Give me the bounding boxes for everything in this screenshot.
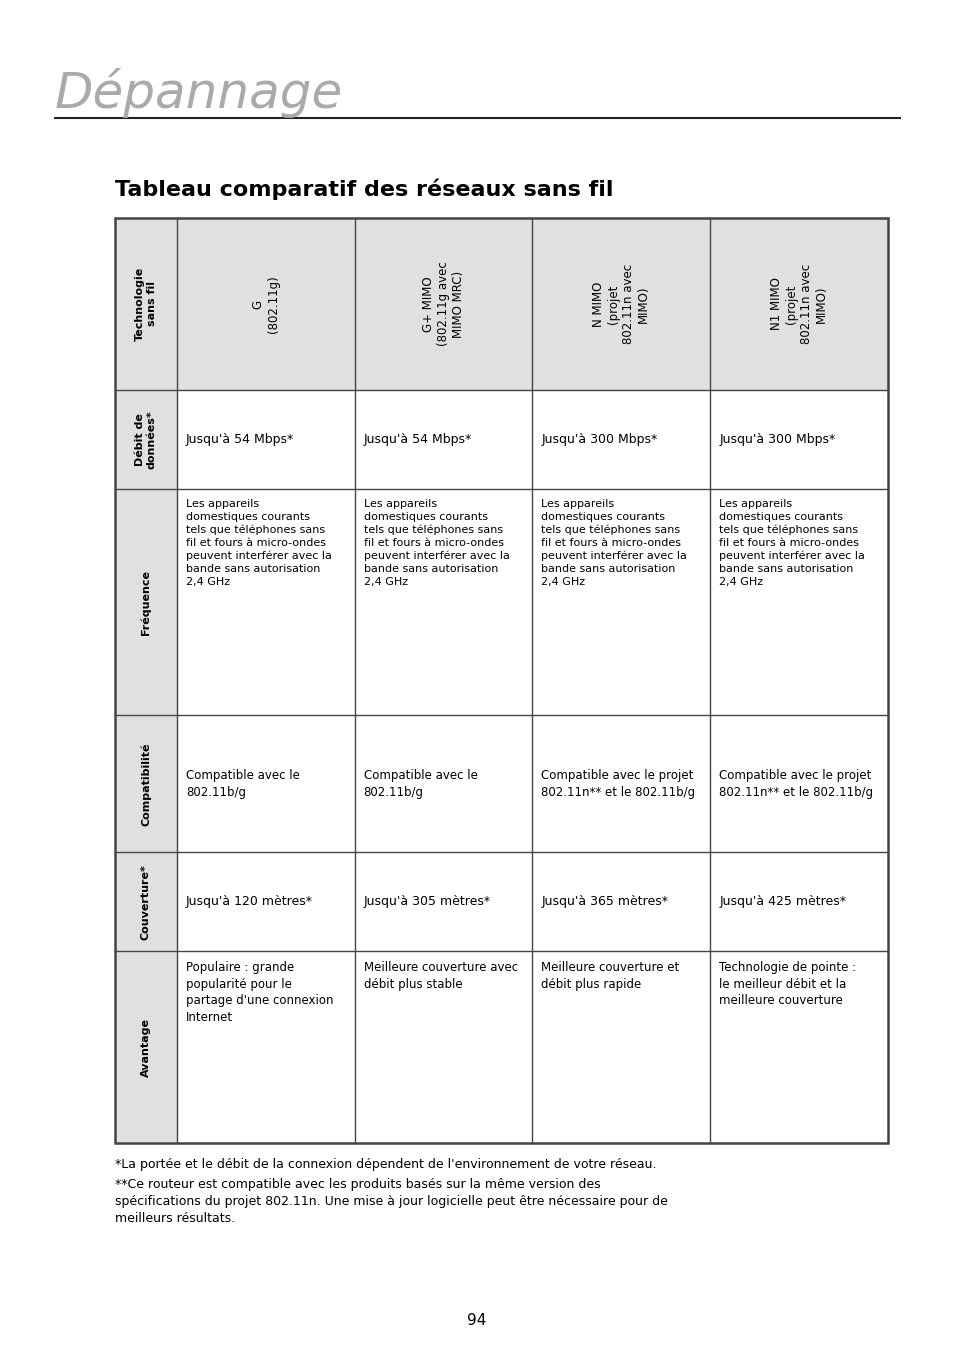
Text: Jusqu'à 425 mètres*: Jusqu'à 425 mètres*	[719, 895, 845, 908]
Text: Technologie
sans fil: Technologie sans fil	[135, 267, 156, 341]
Bar	[355, 716, 532, 852]
Bar	[115, 218, 887, 1144]
Text: **Ce routeur est compatible avec les produits basés sur la même version des
spéc: **Ce routeur est compatible avec les pro…	[115, 1178, 667, 1225]
Text: Les appareils
domestiques courants
tels que téléphones sans
fil et fours à micro: Les appareils domestiques courants tels …	[363, 499, 509, 587]
Bar	[355, 489, 532, 716]
Text: Couverture*: Couverture*	[141, 864, 151, 940]
Text: Compatibilité: Compatibilité	[141, 743, 152, 826]
Text: Les appareils
domestiques courants
tels que téléphones sans
fil et fours à micro: Les appareils domestiques courants tels …	[719, 499, 864, 587]
Bar	[177, 951, 355, 1144]
Bar	[532, 951, 709, 1144]
Text: G
(802.11g): G (802.11g)	[252, 275, 279, 333]
Text: *La portée et le débit de la connexion dépendent de l'environnement de votre rés: *La portée et le débit de la connexion d…	[115, 1159, 656, 1171]
Bar	[355, 390, 532, 489]
Text: 94: 94	[467, 1313, 486, 1328]
Text: Meilleure couverture et
débit plus rapide: Meilleure couverture et débit plus rapid…	[541, 961, 679, 991]
Text: Les appareils
domestiques courants
tels que téléphones sans
fil et fours à micro: Les appareils domestiques courants tels …	[186, 499, 332, 587]
Text: Technologie de pointe :
le meilleur débit et la
meilleure couverture: Technologie de pointe : le meilleur débi…	[719, 961, 856, 1007]
Text: Compatible avec le
802.11b/g: Compatible avec le 802.11b/g	[186, 769, 299, 799]
Text: Populaire : grande
popularité pour le
partage d'une connexion
Internet: Populaire : grande popularité pour le pa…	[186, 961, 334, 1024]
Bar	[532, 390, 709, 489]
Text: Dépannage: Dépannage	[55, 68, 343, 119]
Text: Avantage: Avantage	[141, 1018, 151, 1077]
Bar	[355, 852, 532, 951]
Text: N MIMO
(projet
802.11n avec
MIMO): N MIMO (projet 802.11n avec MIMO)	[592, 264, 650, 343]
Text: Tableau comparatif des réseaux sans fil: Tableau comparatif des réseaux sans fil	[115, 179, 613, 199]
Text: Compatible avec le projet
802.11n** et le 802.11b/g: Compatible avec le projet 802.11n** et l…	[719, 769, 872, 799]
Bar	[532, 489, 709, 716]
Text: N1 MIMO
(projet
802.11n avec
MIMO): N1 MIMO (projet 802.11n avec MIMO)	[769, 264, 827, 343]
Bar	[177, 489, 355, 716]
Bar	[355, 951, 532, 1144]
Text: G+ MIMO
(802.11g avec
MIMO MRC): G+ MIMO (802.11g avec MIMO MRC)	[421, 262, 465, 346]
Text: Compatible avec le
802.11b/g: Compatible avec le 802.11b/g	[363, 769, 477, 799]
Text: Jusqu'à 365 mètres*: Jusqu'à 365 mètres*	[541, 895, 668, 908]
Bar	[532, 852, 709, 951]
Bar	[709, 852, 887, 951]
Text: Jusqu'à 305 mètres*: Jusqu'à 305 mètres*	[363, 895, 491, 908]
Text: Jusqu'à 54 Mbps*: Jusqu'à 54 Mbps*	[363, 433, 472, 446]
Bar	[177, 716, 355, 852]
Text: Jusqu'à 300 Mbps*: Jusqu'à 300 Mbps*	[719, 433, 835, 446]
Text: Fréquence: Fréquence	[141, 570, 152, 635]
Bar	[177, 390, 355, 489]
Bar	[709, 716, 887, 852]
Bar	[709, 390, 887, 489]
Text: Les appareils
domestiques courants
tels que téléphones sans
fil et fours à micro: Les appareils domestiques courants tels …	[541, 499, 687, 587]
Text: Compatible avec le projet
802.11n** et le 802.11b/g: Compatible avec le projet 802.11n** et l…	[541, 769, 695, 799]
Text: Meilleure couverture avec
débit plus stable: Meilleure couverture avec débit plus sta…	[363, 961, 517, 991]
Bar	[709, 489, 887, 716]
Bar	[532, 716, 709, 852]
Bar	[115, 218, 887, 1144]
Bar	[709, 951, 887, 1144]
Text: Débit de
données*: Débit de données*	[135, 410, 156, 469]
Text: Jusqu'à 300 Mbps*: Jusqu'à 300 Mbps*	[541, 433, 657, 446]
Text: Jusqu'à 54 Mbps*: Jusqu'à 54 Mbps*	[186, 433, 294, 446]
Text: Jusqu'à 120 mètres*: Jusqu'à 120 mètres*	[186, 895, 313, 908]
Bar	[177, 852, 355, 951]
